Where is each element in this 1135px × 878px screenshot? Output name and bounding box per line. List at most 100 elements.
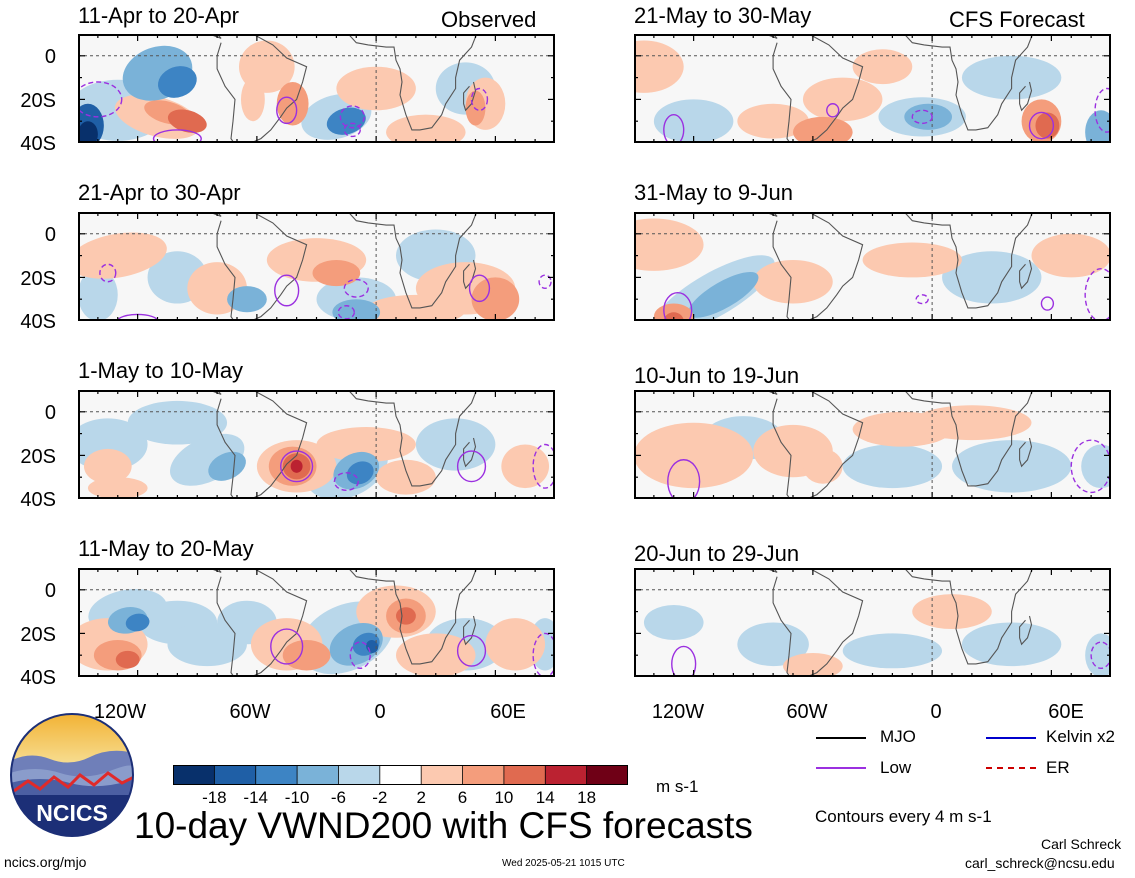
y-tick-label: 40S [20, 667, 56, 689]
panel-title: 31-May to 9-Jun [634, 180, 793, 205]
map-panel [78, 390, 555, 499]
map-frame [634, 212, 1111, 321]
colorbar-swatch [255, 766, 298, 784]
anomaly-patch [227, 286, 267, 313]
low-contour [538, 274, 552, 290]
colorbar-tick-label: 14 [535, 788, 555, 807]
low-contour [333, 472, 359, 491]
low-contour [671, 645, 697, 677]
anomaly-patch [87, 477, 148, 499]
anomaly-patch [83, 448, 132, 484]
anomaly-patch [904, 103, 952, 130]
x-tick-label: 120W [93, 701, 147, 723]
low-contour [667, 459, 701, 499]
anomaly-patch [238, 40, 295, 93]
map-frame [78, 34, 555, 143]
anomaly-patch [653, 99, 734, 143]
low-contour [1028, 111, 1055, 140]
low-contour [343, 122, 361, 138]
author: Carl Schreck [1041, 836, 1122, 852]
colorbar-swatch [214, 766, 257, 784]
timestamp: Wed 2025-05-21 1015 UTC [502, 858, 625, 869]
anomaly-patch [276, 81, 309, 126]
map-frame [78, 390, 555, 499]
colorbar-swatch [462, 766, 505, 784]
panel-title: 21-Apr to 30-Apr [78, 180, 241, 205]
footer-url: ncics.org/mjo [4, 854, 87, 870]
colorbar-swatch [379, 766, 422, 784]
x-tick-label: 0 [374, 701, 386, 723]
map-frame [78, 568, 555, 677]
anomaly-patch [793, 116, 853, 143]
coastline [463, 81, 477, 112]
colorbar-swatch [173, 766, 215, 784]
anomaly-patch [942, 251, 1042, 304]
anomaly-patch [125, 613, 150, 632]
low-contour [1094, 87, 1111, 133]
anomaly-patch [312, 259, 361, 287]
legend-label: ER [1046, 758, 1070, 777]
colorbar-swatch [297, 766, 339, 784]
anomaly-patch [634, 422, 754, 489]
panel-title: 11-Apr to 20-Apr [78, 3, 240, 28]
logo-text: NCICS [36, 800, 108, 826]
legend-swatch-kelvin [986, 737, 1036, 739]
colorbar-swatch [503, 766, 546, 784]
figure-title: 10-day VWND200 with CFS forecasts [134, 805, 753, 846]
low-contour [337, 305, 355, 320]
map-frame [78, 212, 555, 321]
coastline [347, 390, 478, 487]
low-contour [468, 274, 491, 303]
low-contour [1040, 296, 1055, 311]
colorbar-tick-label: 10 [494, 788, 514, 807]
map-panel [634, 212, 1111, 321]
colorbar-swatch [421, 766, 464, 784]
colorbar-tick-label: -14 [243, 788, 269, 807]
anomaly-patch [643, 605, 704, 640]
anomaly-patch [688, 271, 759, 318]
map-frame [634, 390, 1111, 499]
coastline [216, 390, 308, 499]
anomaly-patch [471, 277, 520, 321]
low-contour [99, 263, 117, 283]
colorbar-tick-label: -10 [284, 788, 310, 807]
coastline [772, 568, 864, 677]
panel-title: 10-Jun to 19-Jun [634, 363, 800, 388]
low-contour [532, 443, 555, 489]
anomaly-patch [634, 218, 704, 271]
anomaly-patch [78, 232, 167, 279]
coastline [347, 568, 478, 665]
y-tick-label: 0 [44, 580, 56, 602]
low-contour [663, 291, 693, 321]
legend-label: Low [880, 758, 912, 777]
map-frame [634, 568, 1111, 677]
anomaly-patch [912, 405, 1032, 441]
anomaly-patch [842, 633, 943, 669]
ncics-logo: NCICS [10, 713, 134, 842]
y-tick-label: 40S [20, 489, 56, 511]
anomaly-patch [961, 622, 1062, 667]
coastline [216, 568, 308, 677]
map-panel [634, 568, 1111, 677]
anomaly-patch [753, 259, 833, 304]
contour-note: Contours every 4 m s-1 [815, 807, 992, 826]
legend-label: MJO [880, 727, 916, 746]
coastline [1019, 437, 1033, 468]
map-panel [634, 390, 1111, 499]
anomaly-patch [862, 242, 962, 278]
anomaly-patch [842, 444, 943, 489]
anomaly-patch [316, 427, 416, 462]
low-contour [826, 103, 840, 118]
anomaly-patch [802, 448, 843, 484]
low-contour [911, 109, 933, 125]
colorbar-border [173, 765, 628, 785]
forecast-label: CFS Forecast [949, 7, 1085, 32]
coastline [772, 212, 864, 321]
panel-title: 1-May to 10-May [78, 358, 244, 383]
x-tick-label: 60E [1048, 701, 1084, 723]
y-tick-label: 0 [44, 224, 56, 246]
anomaly-patch [634, 40, 684, 93]
legend-swatch-low [816, 767, 866, 769]
map-panel [78, 34, 555, 143]
colorbar [173, 765, 629, 790]
